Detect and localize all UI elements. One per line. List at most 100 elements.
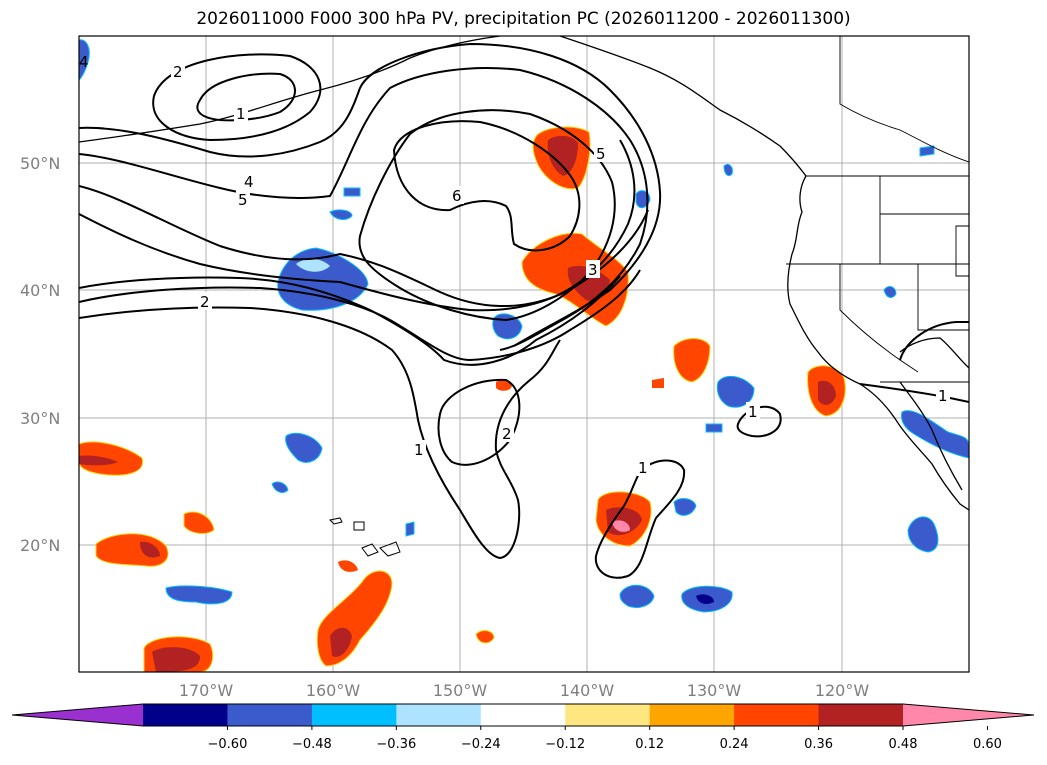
colorbar-segment <box>396 704 482 726</box>
political-borders <box>786 36 969 383</box>
contour-label: 6 <box>452 187 462 205</box>
colorbar-outline <box>11 703 1035 727</box>
precip-blob-neg-3 <box>285 432 323 463</box>
precip-blob-southwest <box>143 636 214 672</box>
contour-label: 5 <box>238 191 248 209</box>
contour-label: 2 <box>502 425 512 443</box>
colorbar-segment <box>311 704 397 726</box>
precip-blob-west2 <box>95 533 169 567</box>
contour-label: 1 <box>414 441 424 459</box>
contour-label: 2 <box>173 63 183 81</box>
contour-2-north <box>152 53 322 142</box>
colorbar-tick-label: 0.36 <box>804 737 833 752</box>
colorbar-extend-high <box>903 704 1034 726</box>
colorbar-segment <box>818 704 904 726</box>
precip-blob-small2 <box>496 379 512 391</box>
precip-blob-small1 <box>652 378 664 388</box>
colorbar-segment <box>227 704 313 726</box>
contour-label: 5 <box>596 145 606 163</box>
precip-blob-west3 <box>183 511 215 534</box>
precip-blob-south <box>595 491 652 547</box>
colorbar-tick-label: 0.24 <box>720 737 749 752</box>
contour-label: 1 <box>938 387 948 405</box>
precip-blob-small4 <box>475 630 495 644</box>
contour-3 <box>79 139 636 307</box>
colorbar-segment <box>734 704 820 726</box>
lat-label-40n: 40°N <box>20 281 60 300</box>
lon-label-140w: 140°W <box>560 681 615 700</box>
contour-4 <box>79 42 662 347</box>
map-area <box>79 36 969 672</box>
contour-label: 1 <box>638 459 648 477</box>
precip-blob-neg-12 <box>343 187 361 197</box>
contour-2-main <box>79 209 649 312</box>
colorbar-tick-label: 0.48 <box>889 737 918 752</box>
precip-blob-neg-18 <box>723 163 733 177</box>
colorbar-tick-label: −0.24 <box>461 737 501 752</box>
colorbar-tick-label: −0.36 <box>376 737 416 752</box>
alaska-peninsula <box>559 36 807 177</box>
precip-blob-neg-8 <box>901 410 969 459</box>
lon-label-120w: 120°W <box>815 681 870 700</box>
lon-label-150w: 150°W <box>433 681 488 700</box>
contour-1-lower <box>79 306 561 560</box>
gridlines <box>79 36 969 672</box>
precip-blob-east2 <box>807 365 846 417</box>
precip-blob-neg-11 <box>329 209 353 220</box>
plot-title: 2026011000 F000 300 hPa PV, precipitatio… <box>196 9 851 29</box>
lat-label-50n: 50°N <box>20 154 60 173</box>
colorbar-tick-label: −0.12 <box>545 737 585 752</box>
colorbar-tick-label: −0.60 <box>208 737 248 752</box>
coastlines <box>79 36 969 511</box>
precip-blob-gulf-alaska <box>532 126 591 190</box>
baja-coast <box>899 381 963 491</box>
lon-label-170w: 170°W <box>179 681 234 700</box>
contour-label-group: 2 1 4 5 6 5 3 2 1 2 1 1 1 4 <box>79 53 950 477</box>
lon-label-160w: 160°W <box>306 681 361 700</box>
precip-blob-neg-4 <box>165 585 233 605</box>
california-gulf <box>899 337 969 369</box>
contour-6 <box>392 120 581 252</box>
contour-1-north <box>196 72 296 122</box>
precip-blob-neg-16 <box>705 423 723 433</box>
contour-5-inner <box>358 109 616 322</box>
contour-label: 1 <box>748 403 758 421</box>
colorbar-segment <box>143 704 228 726</box>
precip-blob-neg-19 <box>405 521 415 537</box>
colorbar: −0.60 −0.48 −0.36 −0.24 −0.12 0.12 0.24 0.36 0.4… <box>11 703 1035 752</box>
colorbar-extend-low <box>12 704 143 726</box>
colorbar-segment <box>649 704 735 726</box>
precip-blob-west1 <box>79 441 143 476</box>
precip-blob-neg-7 <box>907 516 939 553</box>
precip-blob-small3 <box>338 560 358 572</box>
colorbar-segment <box>565 704 651 726</box>
precip-blob-neg-2 <box>716 375 755 408</box>
contour-1-south <box>594 459 686 579</box>
contour-label: 1 <box>236 105 246 123</box>
colorbar-tick-label: 0.12 <box>635 737 664 752</box>
contour-label: 2 <box>200 293 210 311</box>
contour-label: 4 <box>79 53 89 71</box>
precip-blob-neg-west <box>277 247 369 311</box>
precip-blob-neg-5 <box>619 584 655 609</box>
lon-label-130w: 130°W <box>687 681 742 700</box>
pv-contours <box>79 42 969 579</box>
colorbar-tick-label: 0.60 <box>973 737 1002 752</box>
lat-label-30n: 30°N <box>20 409 60 428</box>
colorbar-tick-label: −0.48 <box>292 737 332 752</box>
precip-blob-neg-6 <box>681 585 733 613</box>
hawaiian-islands <box>328 517 401 557</box>
precip-blob-neg-13 <box>673 498 697 516</box>
precip-blob-east1 <box>673 338 711 383</box>
bc-coast <box>787 175 969 511</box>
colorbar-segment <box>480 704 566 726</box>
contour-label: 3 <box>588 261 598 279</box>
contour-2-lower <box>79 269 641 362</box>
lat-label-20n: 20°N <box>20 536 60 555</box>
precip-blob-neg-17 <box>271 481 289 493</box>
precip-blob-hawaii-east <box>316 570 393 667</box>
precip-blob-neg-14 <box>919 145 935 157</box>
precip-shading <box>79 39 969 672</box>
precip-blob-neg-15 <box>883 286 897 298</box>
